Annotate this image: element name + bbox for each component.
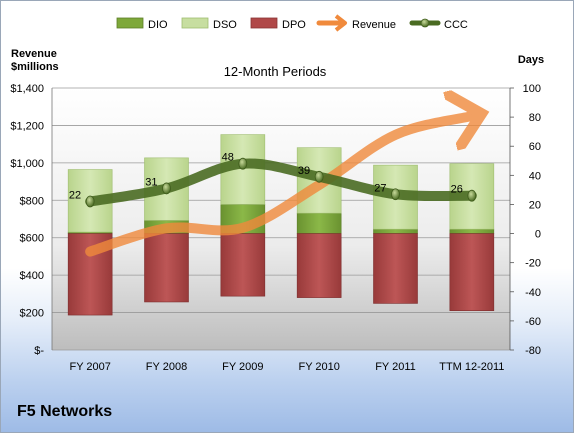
ccc-marker	[391, 188, 400, 201]
left-tick-label: $200	[20, 308, 44, 320]
chart-title: 12-Month Periods	[224, 64, 327, 79]
right-tick-label: 100	[523, 83, 541, 95]
right-tick-label: 80	[529, 112, 541, 124]
right-axis-title: Days	[518, 54, 544, 66]
legend-dio-label: DIO	[148, 19, 168, 31]
left-tick-label: $1,000	[10, 158, 44, 170]
left-tick-label: $1,200	[10, 120, 44, 132]
bar-dpo	[220, 233, 266, 297]
right-tick-label: -20	[525, 258, 541, 270]
legend-dpo-label: DPO	[282, 19, 306, 31]
ccc-data-label: 31	[145, 176, 157, 188]
revenue-series	[85, 116, 472, 257]
bar-dpo	[144, 233, 189, 303]
right-tick-label: -80	[525, 345, 541, 357]
right-tick-label: 0	[535, 229, 541, 241]
ccc-marker	[314, 170, 324, 183]
left-axis-title-line1: Revenue	[11, 48, 57, 60]
legend-dso-label: DSO	[213, 19, 237, 31]
right-tick-label: 40	[529, 170, 541, 182]
revenue-line	[85, 116, 472, 257]
category-label: FY 2010	[298, 361, 339, 373]
ccc-data-label: 26	[451, 184, 463, 196]
ccc-data-label: 39	[298, 165, 310, 177]
bar-dio	[373, 228, 418, 234]
category-label: FY 2011	[375, 361, 416, 373]
ccc-marker	[162, 182, 171, 195]
left-tick-label: $1,400	[10, 83, 44, 95]
ccc-data-label: 22	[69, 190, 81, 202]
legend-dso-swatch	[181, 17, 209, 29]
bar-dio	[449, 228, 495, 234]
company-name: F5 Networks	[17, 403, 113, 420]
bar-dpo	[449, 233, 495, 312]
right-tick-label: 20	[529, 199, 541, 211]
ccc-marker	[467, 189, 477, 202]
bar-dpo	[296, 233, 342, 298]
legend: DIO DSO DPO Revenue CCC	[116, 14, 468, 32]
bar-dpo	[373, 233, 418, 304]
legend-revenue-label: Revenue	[352, 19, 396, 31]
ccc-marker	[238, 157, 248, 170]
ccc-marker	[85, 195, 95, 208]
axis-ticks: $- $200 $400 $600 $800 $1,000 $1,200 $1,400 -80 -…	[10, 83, 541, 373]
ccc-data-label: 27	[374, 182, 386, 194]
category-label: TTM 12-2011	[439, 361, 504, 373]
left-tick-label: $600	[20, 233, 44, 245]
left-tick-label: $800	[20, 195, 44, 207]
legend-dpo-swatch	[250, 17, 278, 29]
legend-dio-swatch	[116, 17, 144, 29]
ccc-data-label: 48	[222, 152, 234, 164]
category-label: FY 2008	[146, 361, 187, 373]
right-tick-label: -60	[525, 316, 541, 328]
left-tick-label: $400	[20, 270, 44, 282]
plot-area	[52, 88, 510, 350]
left-axis-title-line2: $millions	[11, 61, 59, 73]
legend-ccc-label: CCC	[444, 19, 468, 31]
right-tick-label: -40	[525, 287, 541, 299]
category-label: FY 2007	[69, 361, 110, 373]
right-tick-label: 60	[529, 141, 541, 153]
bar-dio	[296, 212, 342, 234]
legend-ccc-swatch	[409, 18, 441, 28]
ccc-line	[85, 158, 477, 207]
legend-revenue-swatch	[316, 14, 347, 32]
left-tick-label: $-	[34, 345, 44, 357]
ccc-series: 22 31 48 39 27 26	[69, 152, 477, 208]
category-label: FY 2009	[222, 361, 263, 373]
